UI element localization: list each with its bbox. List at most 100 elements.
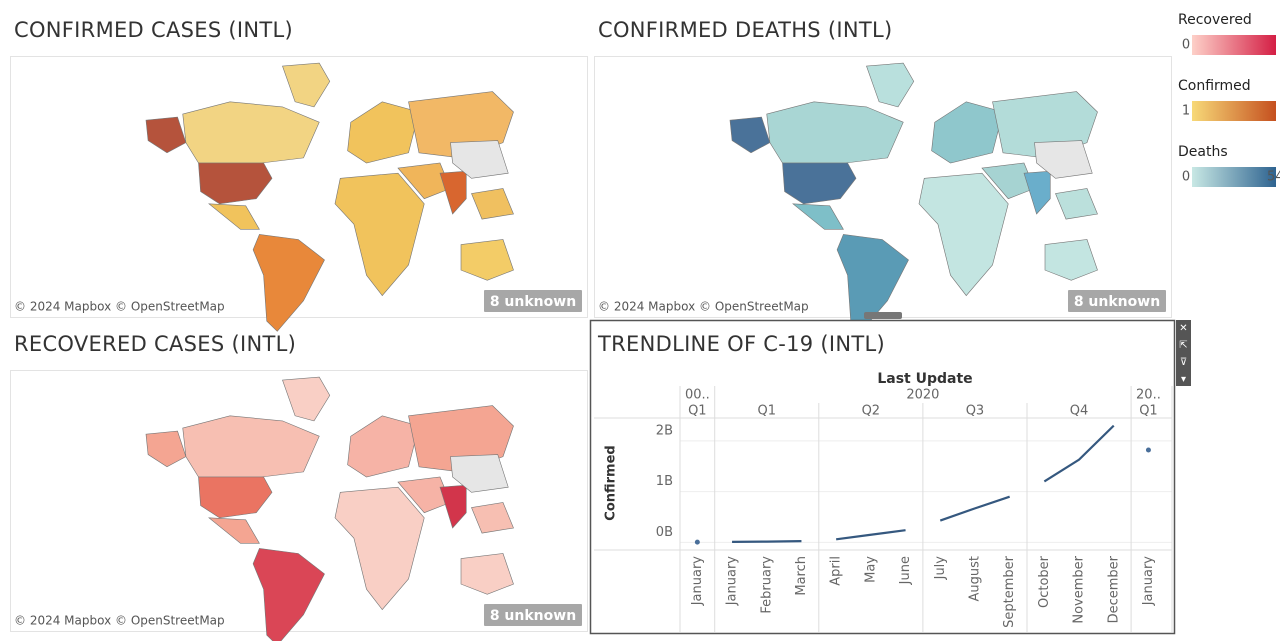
country-region bbox=[145, 116, 187, 154]
legend-title: Confirmed bbox=[1178, 78, 1251, 94]
country-region bbox=[450, 140, 509, 179]
country-region bbox=[471, 502, 514, 534]
trend-point bbox=[1145, 447, 1151, 453]
month-label: April bbox=[829, 556, 844, 586]
country-region bbox=[334, 486, 425, 611]
month-label: January bbox=[725, 556, 740, 607]
month-label: February bbox=[759, 556, 774, 614]
legend-ramp bbox=[1192, 167, 1276, 187]
legend-title: Deaths bbox=[1178, 144, 1228, 160]
month-label: March bbox=[794, 556, 809, 596]
country-region bbox=[439, 484, 467, 529]
country-region bbox=[931, 101, 1004, 164]
country-region bbox=[198, 476, 273, 519]
trend-point bbox=[694, 539, 700, 545]
toolbar-icon: ▾ bbox=[1181, 374, 1186, 385]
map-attribution: © 2024 Mapbox © OpenStreetMap bbox=[14, 300, 225, 314]
quarter-label: Q3 bbox=[966, 404, 985, 419]
unknown-badge bbox=[484, 290, 582, 312]
quarter-label: Q2 bbox=[862, 404, 881, 419]
trend-line bbox=[939, 495, 1011, 522]
country-region bbox=[766, 101, 904, 164]
quarter-label: Q1 bbox=[1139, 404, 1158, 419]
legend-min: 0 bbox=[1182, 170, 1190, 185]
quarter-label: Q4 bbox=[1070, 404, 1089, 419]
legend-ramp bbox=[1192, 35, 1276, 55]
country-region bbox=[782, 162, 857, 205]
toolbar-icon: ⇱ bbox=[1179, 340, 1187, 351]
quarter-label: Q1 bbox=[688, 404, 707, 419]
country-region bbox=[252, 234, 325, 332]
country-region bbox=[1044, 239, 1098, 281]
legend-title: Recovered bbox=[1178, 12, 1252, 28]
toolbar-icon: ✕ bbox=[1179, 323, 1187, 334]
country-region bbox=[471, 188, 514, 220]
country-region bbox=[145, 430, 187, 468]
country-region bbox=[334, 172, 425, 297]
legend-ramp bbox=[1192, 101, 1276, 121]
country-region bbox=[866, 62, 915, 108]
trend-title: TRENDLINE OF C-19 (INTL) bbox=[597, 332, 885, 356]
country-region bbox=[792, 203, 844, 230]
month-label: September bbox=[1002, 555, 1017, 628]
trend-frame bbox=[589, 319, 1176, 635]
map-attribution: © 2024 Mapbox © OpenStreetMap bbox=[598, 300, 809, 314]
year-label: 00.. bbox=[685, 388, 710, 403]
map bbox=[145, 62, 514, 332]
country-region bbox=[182, 415, 320, 478]
country-region bbox=[1055, 188, 1098, 220]
unknown-label: 8 unknown bbox=[1074, 294, 1160, 310]
y-axis-title: Confirmed bbox=[604, 445, 619, 520]
unknown-label: 8 unknown bbox=[490, 608, 576, 624]
country-region bbox=[208, 517, 260, 544]
month-label: January bbox=[1141, 556, 1156, 607]
trend-line bbox=[836, 529, 906, 541]
year-label: 20.. bbox=[1136, 388, 1161, 403]
country-region bbox=[347, 101, 420, 164]
country-region bbox=[729, 116, 771, 154]
unknown-label: 8 unknown bbox=[490, 294, 576, 310]
country-region bbox=[460, 553, 514, 595]
month-label: October bbox=[1037, 555, 1052, 608]
month-label: January bbox=[690, 556, 705, 607]
country-region bbox=[282, 376, 331, 422]
country-region bbox=[198, 162, 273, 205]
unknown-badge bbox=[1068, 290, 1166, 312]
month-label: August bbox=[967, 556, 982, 602]
country-region bbox=[918, 172, 1009, 297]
quarter-label: Q1 bbox=[757, 404, 776, 419]
country-region bbox=[439, 170, 467, 215]
country-region bbox=[460, 239, 514, 281]
panel-title: CONFIRMED CASES (INTL) bbox=[14, 18, 293, 42]
panel-title: CONFIRMED DEATHS (INTL) bbox=[598, 18, 893, 42]
legend-max: 54 bbox=[1267, 170, 1280, 185]
legend-min: 0 bbox=[1182, 38, 1190, 53]
map-attribution: © 2024 Mapbox © OpenStreetMap bbox=[14, 614, 225, 628]
country-region bbox=[1023, 170, 1051, 215]
map bbox=[145, 376, 514, 641]
month-label: May bbox=[863, 556, 878, 583]
country-region bbox=[208, 203, 260, 230]
toolbar bbox=[1176, 320, 1191, 386]
drag-handle bbox=[864, 312, 902, 319]
y-tick-label: 1B bbox=[656, 474, 673, 489]
trend-line bbox=[1043, 424, 1115, 483]
toolbar-icon: ⊽ bbox=[1180, 357, 1187, 368]
country-region bbox=[347, 415, 420, 478]
column-header: Last Update bbox=[877, 371, 972, 387]
y-tick-label: 2B bbox=[656, 423, 673, 438]
country-region bbox=[282, 62, 331, 108]
y-tick-label: 0B bbox=[656, 525, 673, 540]
trend-line bbox=[732, 540, 802, 543]
month-label: November bbox=[1072, 555, 1087, 623]
month-label: December bbox=[1106, 555, 1121, 623]
month-label: July bbox=[933, 556, 948, 581]
country-region bbox=[252, 548, 325, 641]
year-label: 2020 bbox=[906, 388, 939, 403]
country-region bbox=[1034, 140, 1093, 179]
country-region bbox=[450, 454, 509, 493]
legend-min: 1 bbox=[1182, 104, 1190, 119]
unknown-badge bbox=[484, 604, 582, 626]
country-region bbox=[182, 101, 320, 164]
